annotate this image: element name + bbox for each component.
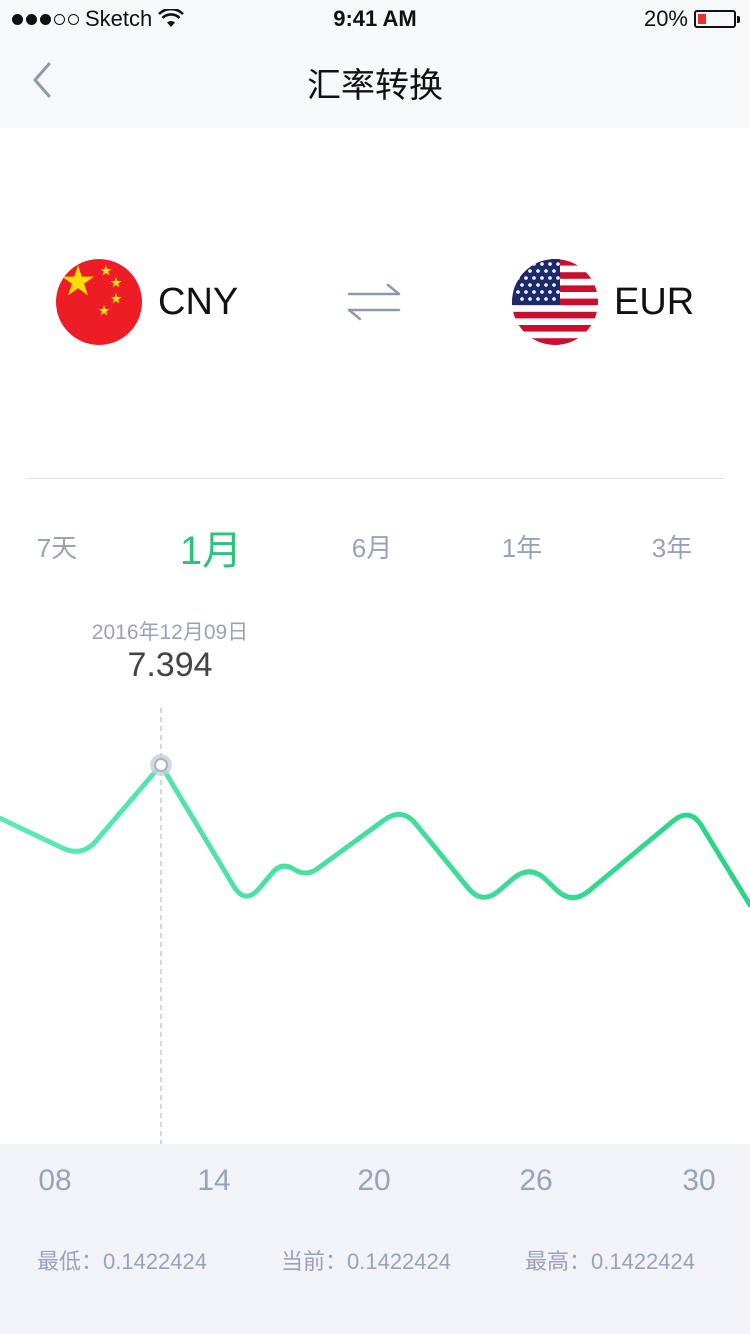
x-tick-label: 30 — [682, 1164, 716, 1197]
highlight-point[interactable] — [154, 758, 168, 772]
to-currency-code: EUR — [614, 280, 695, 323]
tab-7-days[interactable]: 7天 — [36, 533, 78, 563]
rate-line-chart[interactable] — [0, 690, 750, 1144]
x-tick-label: 08 — [38, 1164, 72, 1197]
from-currency[interactable]: CNY — [56, 258, 238, 346]
stat-low: 最低：0.1422424 — [37, 1249, 207, 1274]
status-time: 9:41 AM — [333, 6, 417, 31]
battery-icon — [694, 10, 740, 28]
from-currency-code: CNY — [158, 280, 239, 323]
battery-percent: 20% — [643, 6, 688, 31]
china-flag-icon — [56, 259, 142, 345]
x-tick-label: 20 — [357, 1164, 391, 1197]
swap-button[interactable] — [346, 282, 402, 322]
stat-current: 当前：0.1422424 — [281, 1249, 451, 1274]
bottom-panel — [0, 1144, 750, 1334]
status-right: 20% — [643, 6, 740, 32]
tooltip-date: 2016年12月09日 — [91, 621, 249, 644]
status-bar: Sketch 9:41 AM 20% — [0, 0, 750, 40]
x-tick-label: 26 — [519, 1164, 553, 1197]
wifi-icon — [158, 9, 185, 27]
tab-6-months[interactable]: 6月 — [351, 533, 393, 563]
page-title: 汇率转换 — [307, 67, 443, 105]
tab-3-years[interactable]: 3年 — [651, 533, 693, 563]
tooltip-value: 7.394 — [127, 646, 213, 684]
rate-series-line — [0, 763, 750, 908]
tab-1-month[interactable]: 1月 — [179, 529, 243, 573]
nav-bar: 汇率转换 — [0, 40, 750, 128]
stat-high: 最高：0.1422424 — [525, 1249, 695, 1274]
swap-arrows-icon — [347, 283, 401, 321]
to-currency[interactable]: EUR — [512, 258, 694, 346]
us-flag-icon — [512, 259, 598, 345]
chevron-left-icon — [33, 62, 51, 98]
status-left: Sketch — [12, 6, 185, 32]
back-button[interactable] — [22, 58, 62, 102]
signal-icon — [12, 13, 79, 25]
tab-1-year[interactable]: 1年 — [501, 533, 543, 563]
section-divider — [26, 478, 724, 479]
carrier-name: Sketch — [85, 6, 153, 31]
x-tick-label: 14 — [197, 1164, 231, 1197]
